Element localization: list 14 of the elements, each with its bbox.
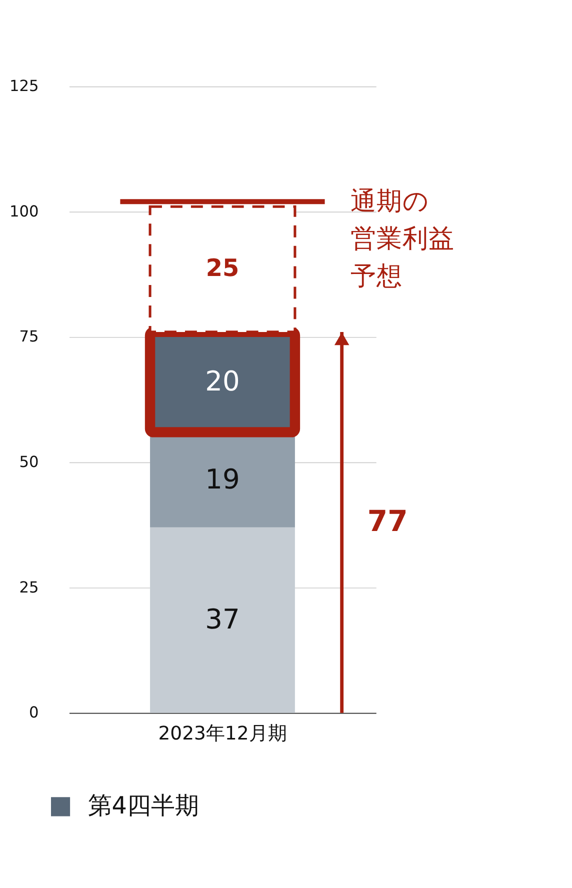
y-tick-label: 50 — [19, 452, 39, 471]
y-tick-label: 125 — [10, 77, 39, 96]
y-tick-label: 25 — [19, 578, 39, 596]
y-tick-label: 75 — [19, 328, 39, 346]
legend-label: 第4四半期 — [88, 791, 199, 820]
data-label: 19 — [205, 464, 240, 496]
text: 77 — [367, 504, 408, 538]
x-tick-label: 2023年12月期 — [158, 724, 287, 745]
data-label: 20 — [205, 366, 240, 398]
ref-line-label: 通期の営業利益予想 — [350, 186, 454, 292]
data-label: 37 — [205, 604, 240, 636]
data-label: 25 — [206, 254, 240, 282]
y-tick-label: 0 — [29, 704, 39, 722]
y-tick-label: 100 — [10, 202, 39, 220]
